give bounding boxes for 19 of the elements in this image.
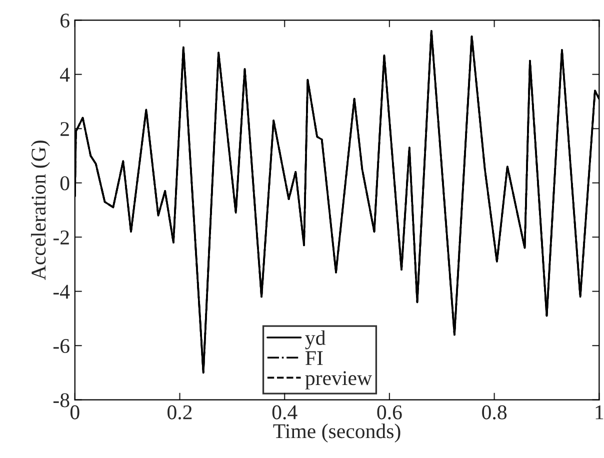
y-tick-label: 2 (60, 122, 69, 136)
y-tick-label: 6 (60, 14, 70, 28)
y-tick-label: 4 (60, 68, 70, 82)
y-tick-label: -2 (53, 230, 69, 244)
y-tick-label: -4 (53, 284, 70, 299)
x-axis-title: Time (seconds) (273, 424, 400, 442)
legend-label: preview (305, 371, 372, 390)
y-tick-label: -8 (53, 393, 70, 408)
y-tick-label: 0 (60, 176, 70, 190)
x-tick-label: 0.6 (377, 405, 402, 420)
x-tick-label: 0.8 (482, 405, 507, 420)
y-axis-title: Acceleration (G) (31, 140, 50, 280)
x-tick-label: 0 (70, 405, 80, 420)
x-tick-label: 1 (596, 405, 604, 420)
y-tick-label: -6 (53, 339, 70, 354)
legend-label: yd (305, 330, 326, 350)
x-tick-label: 0.2 (168, 405, 192, 420)
x-tick-label: 0.4 (272, 405, 298, 420)
legend-label: FI (306, 351, 323, 365)
